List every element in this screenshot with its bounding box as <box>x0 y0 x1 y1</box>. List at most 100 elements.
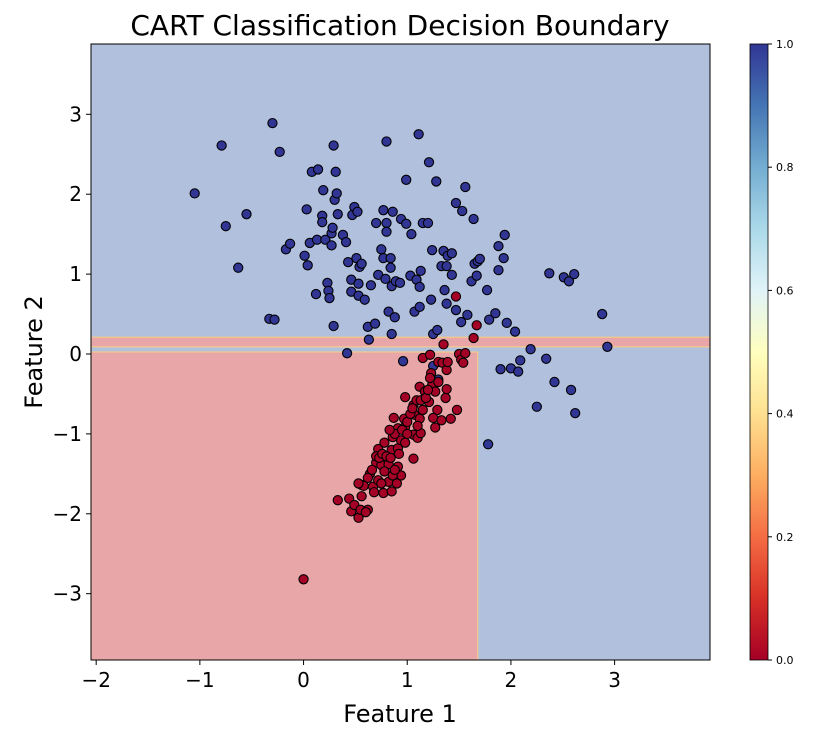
data-point-class-1 <box>386 328 397 340</box>
data-point-class-1 <box>397 356 409 367</box>
y-tick-label: 1 <box>69 262 82 286</box>
data-point-class-1 <box>423 157 435 168</box>
data-point-class-1 <box>471 270 482 281</box>
data-point-class-1 <box>267 117 278 129</box>
y-axis: −3 −2 −1 0 1 2 3 <box>53 102 91 606</box>
data-point-class-1 <box>525 344 536 355</box>
data-point-class-0 <box>442 356 453 368</box>
data-point-class-0 <box>451 404 463 416</box>
data-point-class-1 <box>332 209 343 220</box>
data-point-class-1 <box>570 407 581 419</box>
data-point-class-1 <box>363 334 375 345</box>
data-point-class-1 <box>498 252 509 264</box>
data-point-class-1 <box>515 355 526 366</box>
data-point-class-1 <box>462 309 473 320</box>
data-point-class-1 <box>342 256 354 268</box>
data-point-class-1 <box>549 376 560 388</box>
data-point-class-1 <box>274 146 285 158</box>
data-point-class-0 <box>408 453 419 464</box>
data-point-class-0 <box>471 320 482 331</box>
data-point-class-1 <box>499 229 510 241</box>
data-point-class-1 <box>493 240 504 252</box>
decision-region-class-0 <box>91 336 710 348</box>
data-point-class-1 <box>340 236 352 248</box>
colorbar-tick-label: 0.4 <box>776 408 794 421</box>
data-point-class-1 <box>369 318 381 329</box>
data-point-class-1 <box>381 217 392 229</box>
data-point-class-1 <box>531 401 542 412</box>
plot-frame <box>90 43 711 661</box>
data-point-class-1 <box>468 213 479 225</box>
data-point-class-0 <box>422 384 434 396</box>
data-point-class-1 <box>359 294 370 305</box>
data-point-class-0 <box>353 478 364 489</box>
data-point-class-1 <box>432 324 443 336</box>
data-point-class-0 <box>400 437 411 448</box>
data-point-class-1 <box>241 209 252 220</box>
y-tick-label: 2 <box>69 182 82 206</box>
data-point-class-1 <box>385 252 396 264</box>
data-point-class-0 <box>356 491 367 502</box>
data-point-class-1 <box>441 298 452 309</box>
data-point-class-1 <box>370 217 382 229</box>
data-point-class-1 <box>328 320 339 332</box>
data-point-class-1 <box>284 238 296 249</box>
data-point-class-0 <box>366 464 378 475</box>
data-point-class-1 <box>216 140 227 151</box>
data-point-class-0 <box>393 448 405 460</box>
data-point-class-0 <box>468 332 479 344</box>
data-point-class-0 <box>440 392 451 404</box>
data-point-class-1 <box>602 341 613 352</box>
data-point-class-1 <box>446 248 457 259</box>
data-point-class-1 <box>387 206 398 217</box>
data-point-class-1 <box>330 166 341 177</box>
data-point-class-1 <box>380 273 391 285</box>
data-point-class-1 <box>493 264 504 276</box>
data-point-class-1 <box>513 366 524 377</box>
data-point-class-0 <box>407 403 418 414</box>
data-point-class-1 <box>482 439 494 450</box>
data-point-class-1 <box>269 314 280 325</box>
colorbar-tick-label: 0.0 <box>776 654 794 667</box>
data-point-class-0 <box>384 424 395 436</box>
colorbar-tick-label: 0.2 <box>776 531 794 544</box>
data-point-class-1 <box>312 164 324 175</box>
data-point-class-1 <box>490 308 501 319</box>
data-point-class-1 <box>431 176 442 187</box>
data-point-class-0 <box>362 472 373 483</box>
data-point-class-1 <box>426 244 438 256</box>
data-point-class-1 <box>481 284 493 296</box>
data-point-class-0 <box>412 420 423 432</box>
data-point-class-1 <box>327 222 338 233</box>
data-point-class-0 <box>432 404 443 416</box>
y-tick-label: 0 <box>69 342 82 366</box>
data-point-class-1 <box>441 260 452 272</box>
data-point-class-0 <box>424 372 436 384</box>
data-point-class-0 <box>298 574 309 585</box>
y-tick-label: −2 <box>53 502 82 526</box>
data-point-class-0 <box>460 348 471 359</box>
data-point-class-1 <box>450 197 462 209</box>
data-point-class-0 <box>441 384 452 395</box>
data-point-class-1 <box>565 384 577 396</box>
data-point-class-1 <box>317 217 328 228</box>
data-point-class-1 <box>220 221 231 232</box>
data-point-class-1 <box>353 278 364 289</box>
data-point-class-1 <box>544 268 555 279</box>
data-point-class-0 <box>376 478 387 489</box>
data-point-class-1 <box>331 188 342 199</box>
x-tick-label: 2 <box>505 668 518 692</box>
data-point-class-1 <box>450 304 462 316</box>
colorbar <box>749 43 769 661</box>
data-point-class-1 <box>406 229 417 240</box>
colorbar-tick-label: 1.0 <box>776 38 794 51</box>
data-point-class-0 <box>450 291 462 302</box>
data-point-class-1 <box>563 276 575 287</box>
data-points <box>189 117 613 585</box>
x-tick-label: 0 <box>297 668 310 692</box>
y-tick-label: −3 <box>53 582 82 606</box>
data-point-class-1 <box>401 174 412 185</box>
data-point-class-0 <box>391 478 403 489</box>
decision-regions <box>91 44 710 660</box>
data-point-class-1 <box>341 348 353 359</box>
